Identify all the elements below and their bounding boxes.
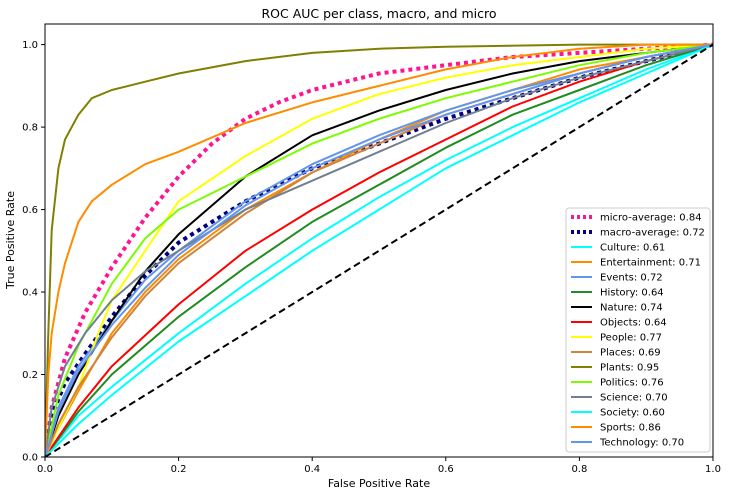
series-line-entertainment bbox=[45, 43, 713, 457]
x-tick-label: 1.0 bbox=[705, 464, 721, 475]
legend-label: Nature: 0.74 bbox=[600, 303, 663, 314]
legend-label: People: 0.77 bbox=[600, 333, 662, 344]
y-tick-label: 1.0 bbox=[22, 40, 38, 51]
series-line-culture bbox=[45, 43, 713, 457]
x-axis-label: False Positive Rate bbox=[328, 477, 430, 490]
legend-label: Culture: 0.61 bbox=[600, 243, 665, 254]
x-tick-label: 0.2 bbox=[171, 464, 187, 475]
legend-label: Technology: 0.70 bbox=[599, 438, 684, 449]
series-line-people bbox=[45, 43, 713, 457]
series-line-technology bbox=[45, 43, 713, 457]
y-tick-label: 0.2 bbox=[22, 370, 38, 381]
legend-label: History: 0.64 bbox=[600, 288, 664, 299]
y-axis-ticks: 0.0 0.2 0.4 0.6 0.8 1.0 bbox=[22, 40, 45, 464]
x-tick-label: 0.4 bbox=[304, 464, 320, 475]
y-tick-label: 0.0 bbox=[22, 453, 38, 464]
legend-label: Entertainment: 0.71 bbox=[600, 258, 701, 269]
legend-label: Places: 0.69 bbox=[600, 348, 661, 359]
series-line-objects bbox=[45, 43, 713, 457]
series-line-plants bbox=[45, 43, 713, 457]
x-axis-ticks: 0.0 0.2 0.4 0.6 0.8 1.0 bbox=[37, 457, 721, 475]
series-line-chance-diagonal bbox=[45, 43, 713, 457]
y-axis-label: True Positive Rate bbox=[4, 191, 17, 290]
legend-label: Politics: 0.76 bbox=[600, 378, 664, 389]
series-line-history bbox=[45, 43, 713, 457]
legend-label: Sports: 0.86 bbox=[600, 423, 661, 434]
x-tick-label: 0.0 bbox=[37, 464, 53, 475]
series-line-sports bbox=[45, 43, 713, 457]
x-tick-label: 0.8 bbox=[571, 464, 587, 475]
legend-label: Objects: 0.64 bbox=[600, 318, 667, 329]
y-tick-label: 0.4 bbox=[22, 288, 38, 299]
series-line-society bbox=[45, 43, 713, 457]
legend-label: Society: 0.60 bbox=[600, 408, 665, 419]
legend-label: Science: 0.70 bbox=[600, 393, 668, 404]
series-line-science bbox=[45, 43, 713, 457]
legend-label: micro-average: 0.84 bbox=[600, 213, 702, 224]
legend-box bbox=[565, 207, 711, 453]
legend: micro-average: 0.84 macro-average: 0.72 Cu… bbox=[565, 207, 711, 453]
y-tick-label: 0.8 bbox=[22, 123, 38, 134]
x-tick-label: 0.6 bbox=[438, 464, 454, 475]
chart-title: ROC AUC per class, macro, and micro bbox=[261, 6, 496, 21]
plot-frame bbox=[44, 23, 714, 458]
legend-label: macro-average: 0.72 bbox=[600, 228, 705, 239]
series-layer bbox=[45, 42, 713, 457]
y-tick-label: 0.6 bbox=[22, 205, 38, 216]
legend-label: Events: 0.72 bbox=[600, 273, 663, 284]
legend-label: Plants: 0.95 bbox=[600, 363, 659, 374]
series-line-nature bbox=[45, 43, 713, 457]
